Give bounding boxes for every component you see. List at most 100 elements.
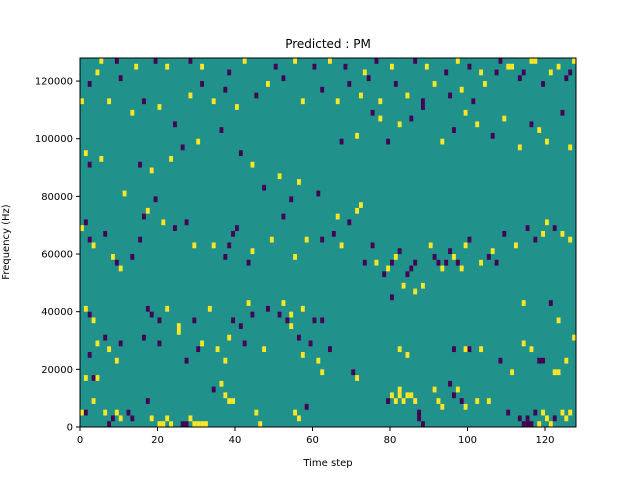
heatmap-cell xyxy=(231,230,236,237)
heatmap-cell xyxy=(254,92,259,99)
heatmap-cell xyxy=(541,357,546,364)
heatmap-cell xyxy=(568,236,573,243)
heatmap-cell xyxy=(370,109,375,116)
heatmap-cell xyxy=(95,340,100,347)
heatmap-cell xyxy=(390,259,394,266)
heatmap-cell xyxy=(421,282,425,289)
heatmap-cell xyxy=(293,409,298,416)
heatmap-cell xyxy=(548,300,553,306)
heatmap-cell xyxy=(231,398,236,404)
heatmap-cell xyxy=(525,415,530,422)
heatmap-cell xyxy=(196,138,201,145)
heatmap-cell xyxy=(266,305,270,312)
heatmap-cell xyxy=(483,81,487,87)
heatmap-cell xyxy=(339,138,344,145)
heatmap-cell xyxy=(537,357,542,364)
heatmap-cell xyxy=(494,69,499,76)
heatmap-cell xyxy=(494,259,499,266)
heatmap-cell xyxy=(545,138,549,145)
heatmap-cell xyxy=(145,398,150,404)
heatmap-cell xyxy=(521,421,526,427)
heatmap-cell xyxy=(517,144,522,151)
heatmap-cell xyxy=(114,409,119,416)
heatmap-cell xyxy=(393,254,398,260)
heatmap-cell xyxy=(107,98,112,105)
heatmap-cell xyxy=(564,415,569,422)
x-tick-label: 20 xyxy=(151,435,164,446)
heatmap-cell xyxy=(405,271,410,278)
x-tick-label: 100 xyxy=(458,435,477,446)
heatmap-cell xyxy=(80,225,84,231)
heatmap-cell xyxy=(83,375,88,381)
heatmap-cell xyxy=(130,254,135,260)
heatmap-cell xyxy=(142,334,146,341)
heatmap-cell xyxy=(409,265,414,272)
heatmap-cell xyxy=(409,115,414,122)
heatmap-cell xyxy=(568,144,573,151)
heatmap-cell xyxy=(455,386,460,393)
heatmap-cell xyxy=(87,81,92,87)
x-axis-label: Time step xyxy=(302,458,352,469)
heatmap-cell xyxy=(258,421,263,427)
y-tick-label: 20000 xyxy=(41,365,73,376)
heatmap-cell xyxy=(413,58,418,64)
heatmap-cell xyxy=(107,346,112,353)
heatmap-cell xyxy=(300,98,305,105)
heatmap-cell xyxy=(235,225,239,231)
heatmap-cell xyxy=(339,242,344,249)
heatmap-cell xyxy=(386,398,391,404)
heatmap-cell xyxy=(200,340,205,347)
heatmap-cell xyxy=(289,323,294,329)
heatmap-cell xyxy=(517,75,522,82)
heatmap-cell xyxy=(386,265,391,272)
heatmap-cell xyxy=(382,271,387,278)
heatmap-cell xyxy=(223,254,228,260)
heatmap-cell xyxy=(397,386,402,393)
heatmap-cell xyxy=(533,236,538,243)
heatmap-cell xyxy=(444,259,449,266)
heatmap-cell xyxy=(355,375,360,381)
heatmap-cell xyxy=(440,403,445,410)
heatmap-cell xyxy=(262,184,267,191)
heatmap-cell xyxy=(95,69,100,76)
heatmap-cell xyxy=(413,288,418,295)
heatmap-cell xyxy=(463,242,468,249)
plot-area xyxy=(80,58,576,427)
heatmap-cell xyxy=(266,81,270,87)
heatmap-cell xyxy=(293,254,298,260)
heatmap-cell xyxy=(320,369,325,376)
heatmap-cell xyxy=(204,421,208,427)
heatmap-cell xyxy=(293,58,298,64)
heatmap-cell xyxy=(289,311,294,318)
heatmap-cell xyxy=(312,317,317,324)
heatmap-cell xyxy=(362,69,367,76)
heatmap-cell xyxy=(223,86,228,93)
heatmap-cell xyxy=(436,259,441,266)
heatmap-cell xyxy=(568,409,573,416)
heatmap-cell xyxy=(502,230,507,237)
heatmap-cell xyxy=(91,317,96,324)
heatmap-cell xyxy=(355,207,360,214)
heatmap-cell xyxy=(378,98,383,105)
heatmap-cell xyxy=(421,421,425,427)
heatmap-cell xyxy=(184,421,189,427)
heatmap-cell xyxy=(572,58,577,64)
heatmap-cell xyxy=(200,63,205,70)
heatmap-cell xyxy=(165,63,170,70)
heatmap-cell xyxy=(514,242,518,249)
heatmap-cell xyxy=(149,415,154,422)
heatmap-cell xyxy=(502,115,507,122)
heatmap-cell xyxy=(556,63,561,70)
heatmap-cell xyxy=(149,311,154,318)
heatmap-cell xyxy=(235,104,239,110)
heatmap-cell xyxy=(157,421,162,427)
heatmap-cell xyxy=(529,58,534,64)
heatmap-cell xyxy=(448,380,453,387)
heatmap-cell xyxy=(130,109,135,116)
heatmap-cell xyxy=(285,317,290,324)
heatmap-cell xyxy=(114,357,119,364)
heatmap-cell xyxy=(486,254,491,260)
heatmap-cell xyxy=(196,346,201,353)
heatmap-cell xyxy=(211,242,216,249)
heatmap-cell xyxy=(533,409,538,416)
